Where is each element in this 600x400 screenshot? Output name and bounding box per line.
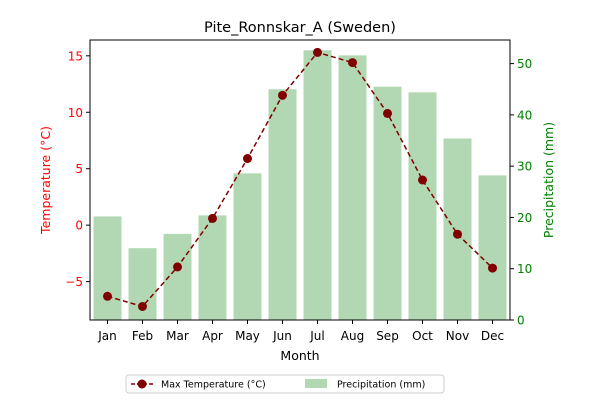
x-tick-label-apr: Apr (202, 329, 223, 343)
right-tick-label: 30 (517, 160, 532, 174)
legend-marker-swatch (137, 379, 147, 389)
left-tick-label: 0 (75, 219, 83, 233)
precipitation-bars (93, 50, 507, 321)
x-tick-label-dec: Dec (481, 329, 504, 343)
chart-title: Pite_Ronnskar_A (Sweden) (204, 20, 396, 36)
left-tick-label: 10 (68, 106, 83, 120)
temperature-point-nov (453, 229, 462, 239)
temperature-point-may (243, 154, 252, 164)
precipitation-bar-jan (93, 216, 122, 320)
legend-bar-swatch (305, 379, 327, 388)
legend: Max Temperature (°C) Precipitation (mm) (125, 374, 445, 394)
x-tick-label-may: May (235, 329, 260, 343)
temperature-point-feb (138, 301, 147, 311)
right-tick-label: 0 (517, 314, 525, 328)
temperature-point-dec (488, 263, 497, 273)
x-tick-label-sep: Sep (376, 329, 399, 343)
precipitation-axis: 0 10 20 30 40 50 (510, 57, 532, 328)
temperature-point-apr (208, 213, 217, 223)
x-tick-label-jan: Jan (97, 329, 117, 343)
temperature-point-sep (383, 108, 392, 118)
x-tick-label-mar: Mar (166, 329, 189, 343)
temperature-point-jun (278, 90, 287, 100)
precipitation-bar-may (233, 173, 262, 320)
x-tick-label-jun: Jun (272, 329, 292, 343)
month-axis: Jan Feb Mar Apr May Jun Jul Aug Sep Oct Nov Dec (97, 320, 504, 343)
precipitation-bar-dec (478, 175, 507, 320)
temperature-point-mar (173, 262, 182, 272)
x-axis-label: Month (280, 348, 319, 363)
x-tick-label-feb: Feb (132, 329, 153, 343)
precipitation-bar-apr (198, 215, 227, 320)
legend-label-temperature: Max Temperature (°C) (161, 380, 266, 391)
precipitation-bar-aug (338, 55, 367, 321)
plot-frame (89, 39, 511, 321)
precipitation-bar-jun (268, 89, 297, 320)
precipitation-bar-oct (408, 92, 437, 320)
left-tick-label: −5 (65, 275, 83, 289)
temperature-point-jan (103, 291, 112, 301)
temperature-line (107, 51, 494, 308)
temperature-line-layer (103, 47, 497, 311)
right-tick-label: 10 (517, 262, 532, 276)
precipitation-bar-jul (303, 50, 332, 320)
left-tick-label: 5 (75, 162, 83, 176)
temperature-axis: −5 0 5 10 15 (65, 49, 90, 289)
right-tick-label: 20 (517, 211, 532, 225)
right-tick-label: 40 (517, 108, 532, 122)
legend-label-precipitation: Precipitation (mm) (337, 380, 425, 391)
x-tick-label-jul: Jul (309, 329, 324, 343)
x-tick-label-oct: Oct (412, 329, 433, 343)
left-tick-label: 15 (68, 49, 83, 63)
temperature-point-jul (313, 47, 322, 57)
legend-box (125, 374, 445, 394)
x-tick-label-aug: Aug (341, 329, 364, 343)
precipitation-bar-sep (373, 86, 402, 321)
temperature-point-oct (418, 175, 427, 185)
right-tick-label: 50 (517, 57, 532, 71)
x-tick-label-nov: Nov (446, 329, 469, 343)
right-y-axis-label: Precipitation (mm) (541, 122, 556, 238)
precipitation-bar-nov (443, 138, 472, 320)
left-y-axis-label: Temperature (°C) (38, 126, 53, 235)
temperature-point-aug (348, 58, 357, 68)
